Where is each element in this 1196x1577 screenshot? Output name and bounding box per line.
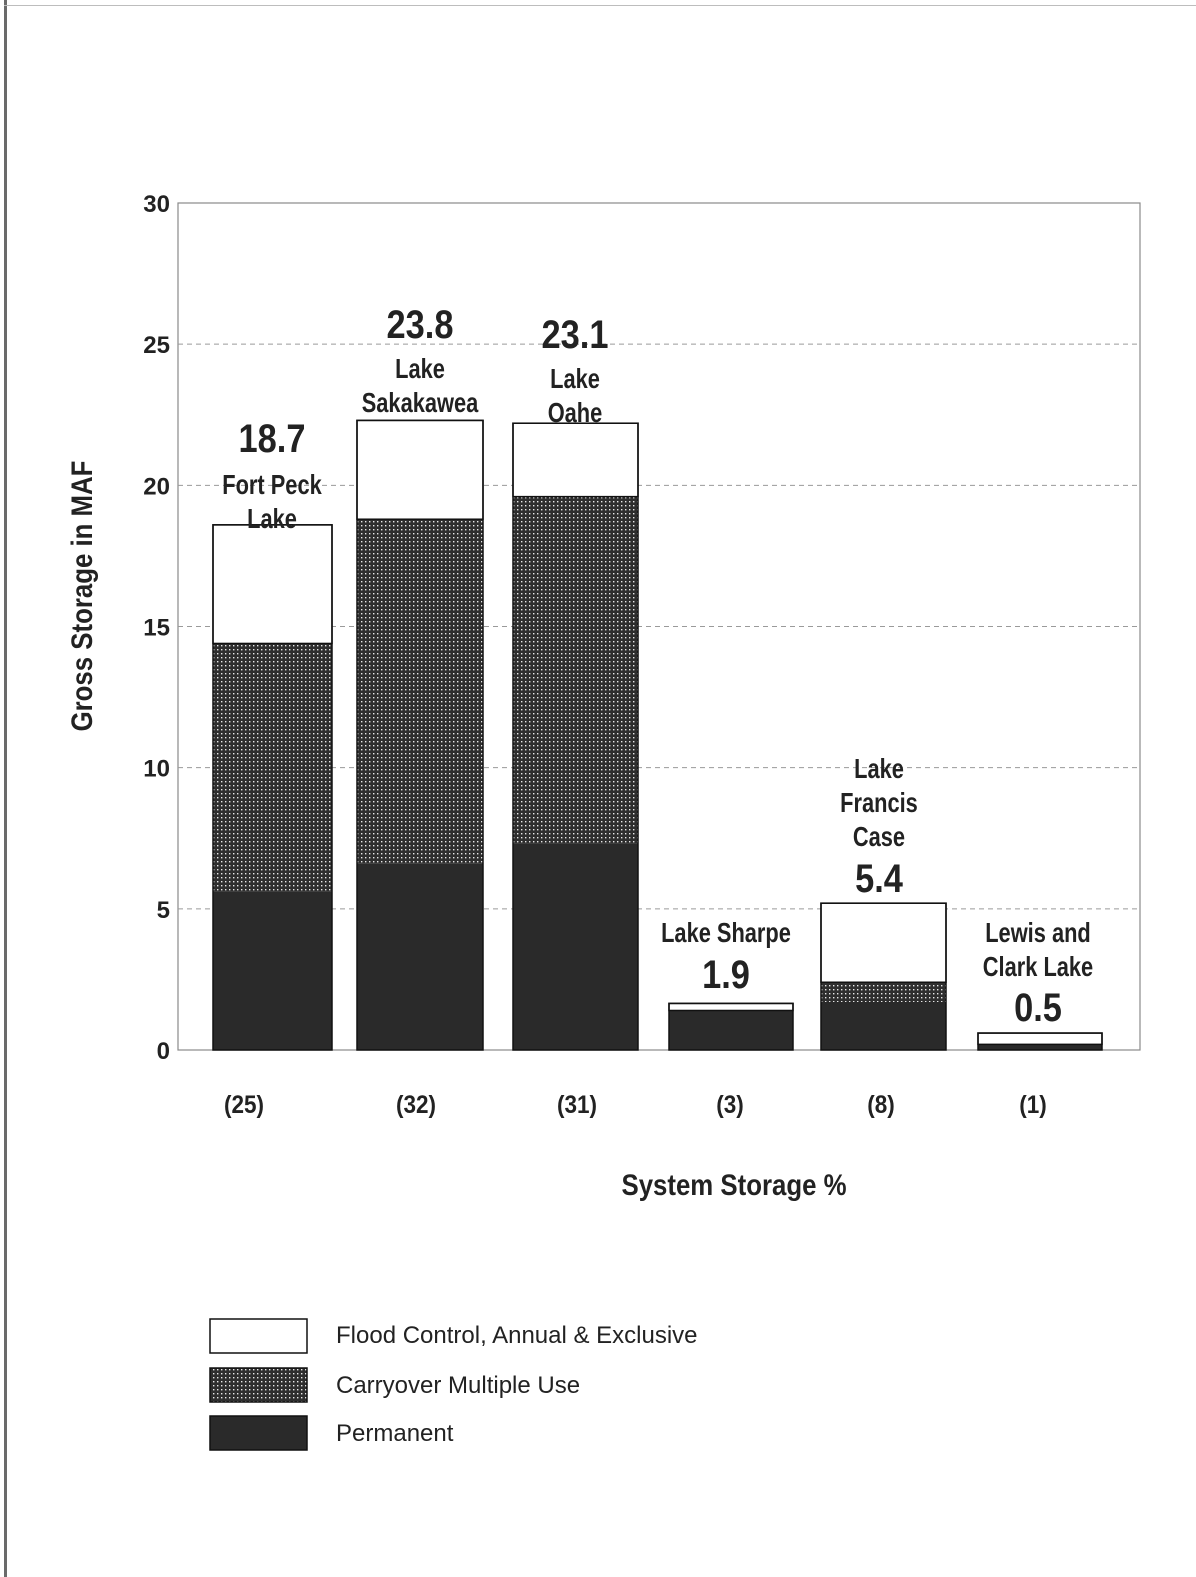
- bar-outline: [977, 1032, 1103, 1051]
- bar-total-label: 23.8: [387, 302, 454, 347]
- bar-segment-flood-control: [512, 422, 639, 498]
- legend-swatch-flood-control: [209, 1318, 308, 1354]
- bar-segment-flood-control: [356, 419, 484, 520]
- bar-name-label: Lake Oahe: [548, 363, 603, 428]
- bar-segment-permanent: [821, 1002, 946, 1050]
- page-edge-top: [4, 5, 1196, 6]
- bar-outline: [820, 902, 947, 1051]
- x-tick-label: (3): [716, 1091, 743, 1119]
- bar-outline: [356, 419, 484, 1051]
- y-tick-label: 0: [157, 1038, 170, 1065]
- x-tick-label: (32): [396, 1091, 436, 1119]
- legend-swatch-carryover: [209, 1367, 308, 1403]
- legend-label-carryover: Carryover Multiple Use: [336, 1372, 580, 1399]
- bar-segment-flood-control: [977, 1032, 1103, 1046]
- bar-segment-carryover: [357, 519, 483, 864]
- bar-total-label: 23.1: [542, 312, 609, 357]
- legend-label-flood-control: Flood Control, Annual & Exclusive: [336, 1322, 698, 1349]
- legend-label-permanent: Permanent: [336, 1420, 454, 1447]
- gridlines: [178, 343, 1140, 910]
- x-tick-label: (1): [1019, 1091, 1046, 1119]
- bar-total-label: 18.7: [239, 416, 306, 461]
- x-tick-label: (25): [224, 1091, 264, 1119]
- bar-segment-flood-control: [668, 1002, 794, 1012]
- x-tick-label: (8): [867, 1091, 894, 1119]
- bar-segment-carryover: [513, 496, 638, 844]
- bar-outline: [212, 524, 333, 1051]
- bar-name-label: Fort Peck Lake: [222, 469, 322, 534]
- bar-segment-flood-control: [820, 902, 947, 983]
- bar-segment-permanent: [357, 863, 483, 1050]
- bar-name-label: Lake Sharpe: [661, 917, 791, 948]
- bar-segment-flood-control: [212, 524, 333, 645]
- y-tick-label: 25: [143, 332, 170, 359]
- y-axis-title: Gross Storage in MAF: [65, 461, 98, 732]
- bar-outline: [512, 422, 639, 1051]
- y-tick-label: 5: [157, 897, 170, 924]
- bar-name-label: Lewis and Clark Lake: [983, 917, 1093, 982]
- y-tick-label: 10: [143, 756, 170, 783]
- y-tick-label: 30: [143, 191, 170, 218]
- bar-name-label: Lake Sakakawea: [362, 353, 479, 418]
- bar-total-label: 1.9: [702, 952, 750, 997]
- bar-total-label: 5.4: [855, 856, 903, 901]
- bar-segment-carryover: [213, 643, 332, 892]
- y-tick-label: 15: [143, 615, 170, 642]
- x-axis-title: System Storage %: [621, 1168, 846, 1201]
- bar-segment-permanent: [669, 1010, 793, 1050]
- bar-segment-permanent: [978, 1044, 1102, 1050]
- bar-segment-carryover: [821, 982, 946, 1003]
- y-tick-labels: 0 5 10 15 20 25 30: [143, 191, 170, 1065]
- x-tick-label: (31): [557, 1091, 597, 1119]
- bars: [212, 419, 1103, 1051]
- bar-outline: [668, 1002, 794, 1051]
- bar-total-label: 0.5: [1014, 985, 1062, 1030]
- bar-segment-permanent: [213, 891, 332, 1050]
- legend: Flood Control, Annual & Exclusive Carryo…: [209, 1318, 698, 1451]
- page-edge: [4, 0, 7, 1577]
- y-tick-label: 20: [143, 473, 170, 500]
- x-tick-labels: (25) (32) (31) (3) (8) (1): [224, 1091, 1047, 1119]
- bar-name-label: Lake Francis Case: [840, 753, 918, 852]
- bar-segment-permanent: [513, 843, 638, 1050]
- legend-swatch-permanent: [209, 1415, 308, 1451]
- bar-annotations: 18.7 Fort Peck Lake 23.8 Lake Sakakawea 23.1 La…: [222, 302, 1093, 1030]
